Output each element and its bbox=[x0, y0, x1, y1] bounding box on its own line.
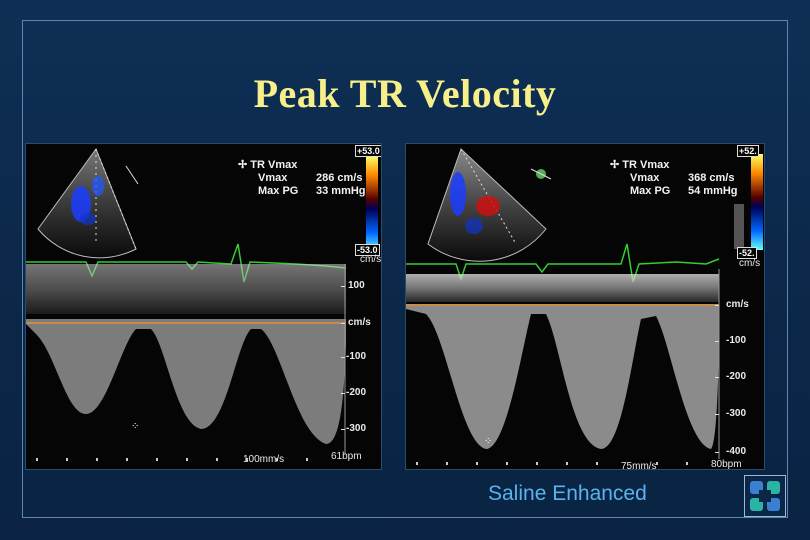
right-pg-value: 54 mmHg bbox=[688, 185, 738, 197]
slide-title: Peak TR Velocity bbox=[253, 71, 557, 116]
left-tick-neg100: -100 bbox=[346, 351, 367, 362]
left-pg-label: Max PG bbox=[258, 185, 299, 197]
left-heart-rate: 61bpm bbox=[331, 451, 362, 462]
left-scale-unit: cm/s bbox=[360, 254, 382, 265]
echo-panel-right: ⁘ +52. -52. cm/s ✢ TR Vmax Vmax 368 cm/s … bbox=[405, 143, 765, 470]
right-heart-rate: 80bpm bbox=[711, 459, 742, 470]
cleveland-clinic-logo-icon bbox=[744, 475, 786, 517]
left-measurement-box: ✢ TR Vmax Vmax 286 cm/s Max PG 33 mmHg bbox=[238, 159, 366, 198]
caliper-icon: ✢ bbox=[610, 159, 623, 171]
right-meas-title: TR Vmax bbox=[622, 159, 670, 171]
right-scale-unit: cm/s bbox=[739, 258, 761, 269]
left-sector-image bbox=[37, 147, 139, 259]
right-doppler-image: ⁘ bbox=[406, 148, 763, 465]
right-pg-label: Max PG bbox=[630, 185, 671, 197]
left-meas-title: TR Vmax bbox=[250, 159, 298, 171]
left-tick-cms: cm/s bbox=[348, 317, 371, 328]
right-sector-image bbox=[427, 148, 552, 262]
echo-panel-left: ⁘ +53.0 -53.0 cm/s ✢ TR Vmax Vmax 286 cm/… bbox=[25, 143, 382, 470]
right-scale-top: +52. bbox=[737, 145, 759, 157]
right-tick-neg200: -200 bbox=[726, 371, 747, 382]
left-doppler-image: ⁘ bbox=[26, 147, 378, 461]
svg-text:⁘: ⁘ bbox=[484, 436, 492, 447]
left-doppler-spectrum bbox=[26, 319, 346, 444]
svg-text:⁘: ⁘ bbox=[131, 421, 139, 432]
left-tick-100: 100 bbox=[348, 280, 365, 291]
left-scale-top: +53.0 bbox=[355, 145, 381, 157]
right-vmax-label: Vmax bbox=[630, 172, 660, 184]
left-velocity-colorbar bbox=[366, 156, 378, 252]
left-pg-value: 33 mmHg bbox=[316, 185, 366, 197]
left-tick-neg300: -300 bbox=[346, 423, 367, 434]
right-doppler-spectrum bbox=[406, 304, 719, 449]
right-tick-neg300: -300 bbox=[726, 408, 747, 419]
left-scale-bottom: -53.0 bbox=[355, 244, 380, 256]
right-vmax-value: 368 cm/s bbox=[688, 172, 735, 184]
right-measurement-box: ✢ TR Vmax Vmax 368 cm/s Max PG 54 mmHg bbox=[610, 159, 738, 198]
caliper-icon: ✢ bbox=[238, 159, 251, 171]
right-velocity-colorbar bbox=[751, 154, 763, 250]
right-scale-bottom: -52. bbox=[737, 247, 757, 259]
left-tick-neg200: -200 bbox=[346, 387, 367, 398]
slide-frame bbox=[22, 20, 788, 518]
left-vmax-label: Vmax bbox=[258, 172, 288, 184]
right-tick-neg100: -100 bbox=[726, 335, 747, 346]
left-sweep-speed: 100mm/s bbox=[243, 454, 285, 465]
slide-caption: Saline Enhanced bbox=[488, 482, 647, 505]
right-sweep-speed: 75mm/s bbox=[621, 461, 657, 470]
left-vmax-value: 286 cm/s bbox=[316, 172, 363, 184]
right-tick-neg400: -400 bbox=[726, 446, 747, 457]
right-tick-cms: cm/s bbox=[726, 299, 749, 310]
